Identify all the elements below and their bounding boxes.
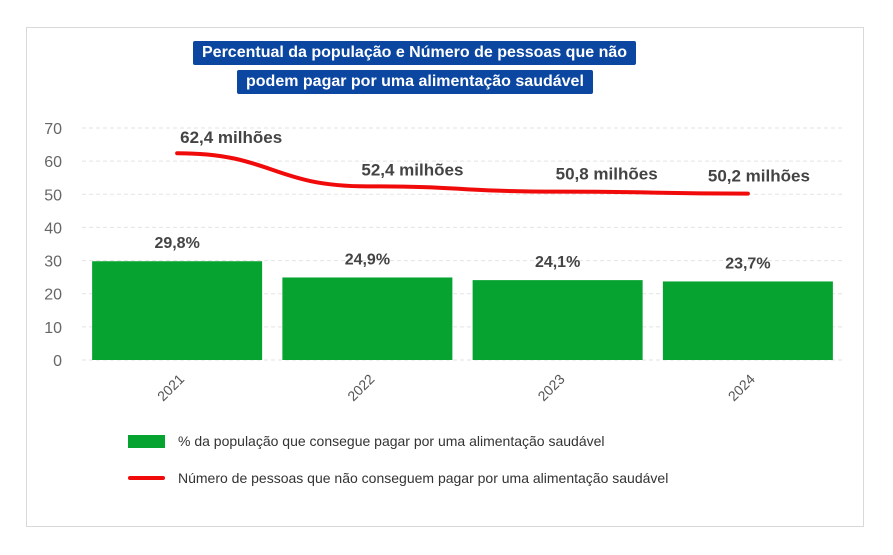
legend-item-line: Número de pessoas que não conseguem paga… [128, 470, 668, 486]
x-tick-label: 2021 [154, 371, 187, 404]
bar-data-label: 29,8% [154, 235, 199, 252]
legend-label-bars: % da população que consegue pagar por um… [178, 433, 605, 449]
legend-bar-swatch [128, 434, 165, 448]
y-tick-label: 50 [44, 187, 62, 204]
bar-data-label: 24,9% [345, 251, 390, 268]
line-data-label: 50,2 milhões [708, 167, 810, 186]
y-tick-label: 70 [44, 121, 62, 138]
y-tick-label: 40 [44, 220, 62, 237]
bar-data-label: 23,7% [725, 255, 770, 272]
line-data-label: 62,4 milhões [180, 128, 282, 147]
chart-title-line-2: podem pagar por uma alimentação saudável [237, 70, 593, 94]
y-tick-label: 60 [44, 154, 62, 171]
x-tick-label: 2023 [534, 371, 567, 404]
bar-data-label: 24,1% [535, 254, 580, 271]
legend-line-swatch [128, 476, 165, 480]
x-tick-label: 2024 [725, 371, 758, 404]
line-data-label: 52,4 milhões [361, 160, 463, 179]
y-tick-label: 0 [53, 353, 62, 370]
bar-2022 [282, 277, 453, 360]
bar-2023 [472, 280, 643, 360]
y-tick-label: 30 [44, 254, 62, 271]
bar-2024 [662, 281, 833, 360]
legend-item-bars: % da população que consegue pagar por um… [128, 433, 605, 449]
line-series [175, 151, 750, 196]
x-tick-label: 2022 [344, 371, 377, 404]
y-tick-label: 20 [44, 287, 62, 304]
legend-label-line: Número de pessoas que não conseguem paga… [178, 470, 669, 486]
line-data-label: 50,8 milhões [556, 165, 658, 184]
bar-2021 [92, 261, 263, 360]
chart-title-line-1: Percentual da população e Número de pess… [193, 41, 637, 65]
y-tick-label: 10 [44, 320, 62, 337]
